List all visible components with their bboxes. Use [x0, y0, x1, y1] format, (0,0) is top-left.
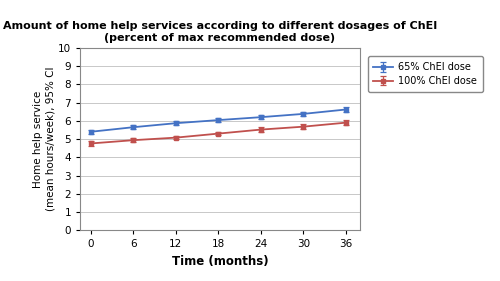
Legend: 65% ChEI dose, 100% ChEI dose: 65% ChEI dose, 100% ChEI dose: [368, 56, 482, 92]
X-axis label: Time (months): Time (months): [172, 255, 268, 268]
Title: Amount of home help services according to different dosages of ChEI
(percent of : Amount of home help services according t…: [3, 21, 437, 43]
Y-axis label: Home help service
(mean hours/week), 95% CI: Home help service (mean hours/week), 95%…: [34, 67, 55, 211]
